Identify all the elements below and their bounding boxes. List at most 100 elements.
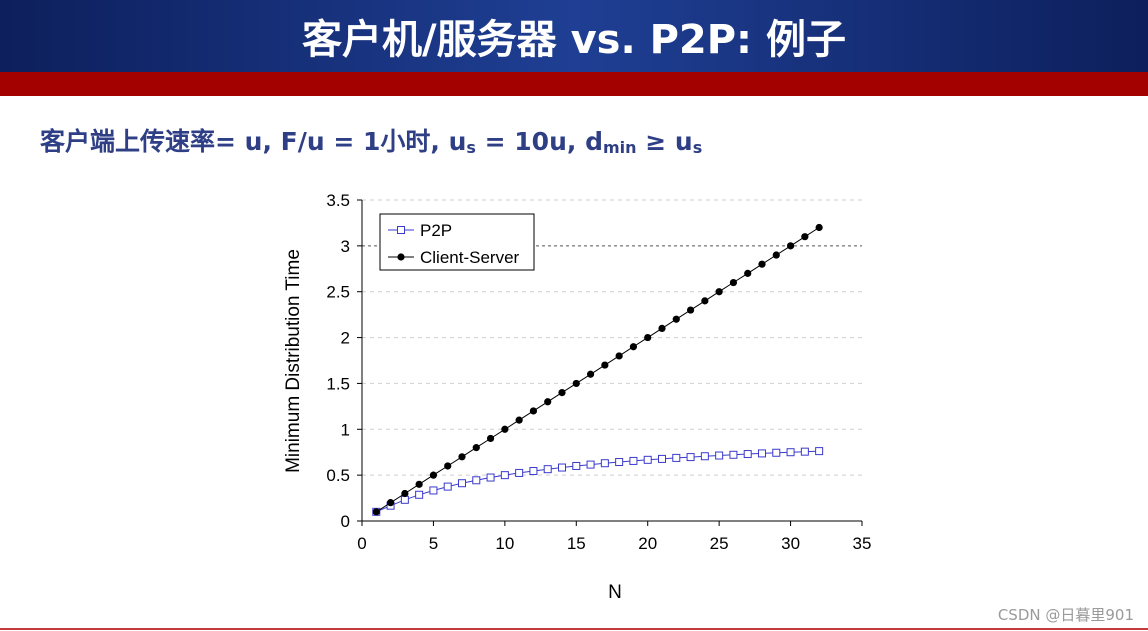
subscript-s-2: s — [692, 138, 703, 157]
client-server-point — [586, 370, 595, 378]
y-tick-label: 1 — [341, 420, 350, 439]
client-server-point — [429, 471, 438, 479]
client-server-point — [701, 297, 709, 305]
subtitle-part-2: = 10u, d — [475, 127, 603, 156]
x-tick-label: 0 — [357, 534, 366, 553]
client-server-point — [629, 343, 638, 351]
y-tick-label: 0.5 — [326, 466, 350, 485]
y-tick-label: 1.5 — [326, 374, 350, 393]
p2p-point — [415, 490, 424, 499]
p2p-point — [558, 463, 566, 472]
client-server-point — [558, 389, 566, 397]
p2p-point — [772, 448, 781, 457]
p2p-point — [529, 467, 538, 476]
y-tick-label: 3 — [341, 237, 350, 256]
client-server-point — [686, 306, 695, 314]
p2p-point — [600, 459, 609, 468]
client-server-point — [444, 462, 452, 470]
client-server-point — [615, 352, 623, 360]
p2p-point — [743, 450, 752, 459]
client-server-point — [529, 407, 538, 415]
p2p-point — [786, 448, 795, 457]
title-bar — [0, 0, 1148, 72]
slide-title: 客户机/服务器 vs. P2P: 例子 — [302, 17, 846, 63]
p2p-point — [729, 450, 738, 459]
client-server-point — [544, 398, 552, 406]
client-server-point — [801, 233, 809, 241]
p2p-point — [800, 447, 809, 456]
client-server-point — [729, 278, 738, 287]
p2p-point — [443, 482, 452, 491]
x-tick-label: 20 — [638, 534, 657, 553]
client-server-point — [786, 242, 795, 250]
grid-lines — [362, 199, 862, 476]
client-server-point — [386, 499, 395, 507]
y-tick-label: 2.5 — [326, 283, 350, 302]
y-tick-label: 3.5 — [326, 191, 350, 210]
p2p-point — [758, 449, 766, 458]
client-server-point — [501, 425, 509, 433]
client-server-point — [658, 324, 666, 332]
series-lines — [372, 223, 824, 516]
p2p-point — [572, 461, 581, 470]
y-axis-label: Minimum Distribution Time — [283, 249, 304, 473]
client-server-point — [601, 361, 609, 369]
axes — [361, 200, 862, 522]
client-server-point — [415, 480, 423, 488]
legend: P2P Client-Server — [379, 213, 535, 271]
p2p-point — [672, 453, 681, 462]
p2p-point — [658, 454, 666, 463]
client-server-point — [515, 416, 523, 424]
p2p-point — [643, 455, 652, 464]
client-server-point — [772, 251, 780, 259]
p2p-point — [543, 465, 552, 474]
client-server-point — [644, 333, 652, 342]
p2p-point — [586, 460, 595, 469]
x-tick-label: 15 — [567, 534, 586, 553]
p2p-point — [486, 473, 495, 482]
x-tick-label: 25 — [710, 534, 729, 553]
legend-marker-client-server — [397, 253, 405, 261]
client-server-point — [572, 379, 580, 388]
subscript-min: min — [602, 138, 637, 157]
subscript-s-1: s — [466, 138, 476, 157]
slide-subtitle: 客户端上传速率= u, F/u = 1小时, us = 10u, dmin ≥ … — [40, 122, 702, 158]
p2p-point — [715, 451, 724, 460]
client-server-point — [815, 223, 823, 232]
p2p-point — [700, 452, 709, 461]
x-tick-label: 30 — [781, 534, 800, 553]
p2p-point — [629, 456, 638, 465]
legend-label: Client-Server — [420, 248, 520, 267]
client-server-point — [458, 453, 466, 461]
client-server-point — [715, 288, 723, 296]
client-server-point — [672, 315, 680, 323]
legend-label: P2P — [420, 221, 452, 240]
x-tick-label: 5 — [429, 534, 438, 553]
x-tick-label: 35 — [853, 534, 872, 553]
distribution-time-chart: 0 0.5 1 1.5 2 2.5 3 3.5 0 5 10 15 20 25 30 35 N Minimum… — [283, 191, 871, 603]
watermark: CSDN @日暮里901 — [997, 606, 1134, 624]
p2p-point — [515, 468, 524, 477]
p2p-point — [400, 495, 409, 504]
y-tick-label: 2 — [341, 329, 350, 348]
legend-box — [379, 213, 535, 271]
p2p-point — [500, 471, 509, 480]
p2p-line — [376, 450, 820, 513]
title-accent-band — [0, 72, 1148, 96]
tick-labels: 0 0.5 1 1.5 2 2.5 3 3.5 0 5 10 15 20 25 30 35 — [326, 191, 871, 553]
p2p-point — [472, 476, 481, 485]
client-server-point — [401, 489, 409, 498]
p2p-point — [686, 453, 695, 462]
client-server-point — [486, 434, 495, 443]
legend-marker-p2p — [397, 226, 405, 234]
p2p-point — [458, 479, 466, 488]
y-tick-label: 0 — [341, 512, 350, 531]
p2p-point — [815, 447, 824, 456]
x-axis-label: N — [608, 582, 622, 603]
p2p-point — [615, 458, 624, 467]
client-server-point — [372, 508, 380, 516]
x-tick-label: 10 — [495, 534, 514, 553]
subtitle-part-1: 客户端上传速率= u, F/u = 1小时, u — [40, 127, 467, 156]
client-server-point — [744, 269, 752, 277]
subtitle-part-3: ≥ u — [636, 127, 693, 156]
